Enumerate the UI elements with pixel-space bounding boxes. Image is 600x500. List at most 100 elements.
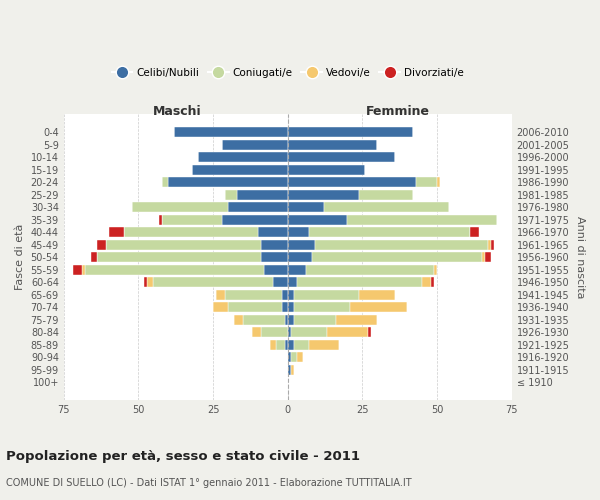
Bar — [311, 252, 482, 262]
Bar — [288, 364, 291, 374]
Bar — [291, 327, 326, 337]
Bar — [285, 314, 288, 324]
Bar — [288, 264, 305, 274]
Bar — [297, 277, 422, 287]
Bar — [288, 327, 291, 337]
Bar — [237, 190, 288, 200]
Bar — [482, 252, 485, 262]
Bar — [288, 252, 311, 262]
Bar — [288, 127, 413, 137]
Bar — [82, 264, 85, 274]
Bar — [216, 290, 225, 300]
Bar — [288, 277, 297, 287]
Bar — [222, 214, 288, 224]
Text: Popolazione per età, sesso e stato civile - 2011: Popolazione per età, sesso e stato civil… — [6, 450, 360, 463]
Bar — [368, 327, 371, 337]
Bar — [485, 252, 491, 262]
Bar — [288, 340, 294, 349]
Bar — [288, 214, 347, 224]
Bar — [160, 214, 163, 224]
Bar — [261, 252, 288, 262]
Bar — [261, 240, 288, 250]
Bar — [285, 340, 288, 349]
Bar — [291, 352, 297, 362]
Bar — [198, 152, 288, 162]
Bar — [163, 214, 222, 224]
Bar — [288, 314, 294, 324]
Text: Femmine: Femmine — [366, 106, 430, 118]
Bar — [288, 164, 365, 174]
Bar — [243, 314, 285, 324]
Bar — [488, 240, 491, 250]
Text: COMUNE DI SUELLO (LC) - Dati ISTAT 1° gennaio 2011 - Elaborazione TUTTITALIA.IT: COMUNE DI SUELLO (LC) - Dati ISTAT 1° ge… — [6, 478, 412, 488]
Bar — [347, 214, 497, 224]
Bar — [308, 340, 338, 349]
Bar — [314, 240, 488, 250]
Bar — [288, 227, 308, 237]
Bar — [228, 202, 288, 212]
Bar — [97, 240, 106, 250]
Bar — [305, 264, 434, 274]
Legend: Celibi/Nubili, Coniugati/e, Vedovi/e, Divorziati/e: Celibi/Nubili, Coniugati/e, Vedovi/e, Di… — [112, 68, 464, 78]
Bar — [282, 290, 288, 300]
Bar — [91, 252, 97, 262]
Bar — [294, 314, 335, 324]
Bar — [470, 227, 479, 237]
Bar — [359, 290, 395, 300]
Bar — [288, 352, 291, 362]
Bar — [133, 202, 228, 212]
Bar — [85, 264, 264, 274]
Bar — [258, 227, 288, 237]
Bar — [261, 327, 288, 337]
Bar — [276, 340, 285, 349]
Bar — [163, 177, 169, 187]
Bar — [434, 264, 437, 274]
Bar — [422, 277, 431, 287]
Bar — [294, 340, 308, 349]
Bar — [145, 277, 148, 287]
Bar — [326, 327, 368, 337]
Bar — [106, 240, 261, 250]
Bar — [291, 364, 294, 374]
Bar — [294, 290, 359, 300]
Bar — [350, 302, 407, 312]
Bar — [288, 302, 294, 312]
Y-axis label: Fasce di età: Fasce di età — [15, 224, 25, 290]
Bar — [294, 302, 350, 312]
Bar — [192, 164, 288, 174]
Bar — [73, 264, 82, 274]
Bar — [148, 277, 154, 287]
Bar — [288, 152, 395, 162]
Bar — [288, 190, 359, 200]
Bar — [124, 227, 258, 237]
Bar — [213, 302, 228, 312]
Bar — [335, 314, 377, 324]
Bar — [359, 190, 413, 200]
Bar — [270, 340, 276, 349]
Bar — [416, 177, 437, 187]
Bar — [222, 140, 288, 149]
Bar — [282, 302, 288, 312]
Bar — [288, 177, 416, 187]
Bar — [288, 140, 377, 149]
Bar — [308, 227, 470, 237]
Bar — [252, 327, 261, 337]
Bar — [109, 227, 124, 237]
Bar — [154, 277, 273, 287]
Bar — [491, 240, 494, 250]
Text: Maschi: Maschi — [153, 106, 202, 118]
Bar — [288, 290, 294, 300]
Bar — [288, 240, 314, 250]
Bar — [323, 202, 449, 212]
Bar — [169, 177, 288, 187]
Bar — [437, 177, 440, 187]
Bar — [228, 302, 282, 312]
Bar — [234, 314, 243, 324]
Bar — [225, 190, 237, 200]
Bar — [174, 127, 288, 137]
Bar — [297, 352, 302, 362]
Bar — [97, 252, 261, 262]
Bar — [288, 202, 323, 212]
Bar — [431, 277, 434, 287]
Bar — [225, 290, 282, 300]
